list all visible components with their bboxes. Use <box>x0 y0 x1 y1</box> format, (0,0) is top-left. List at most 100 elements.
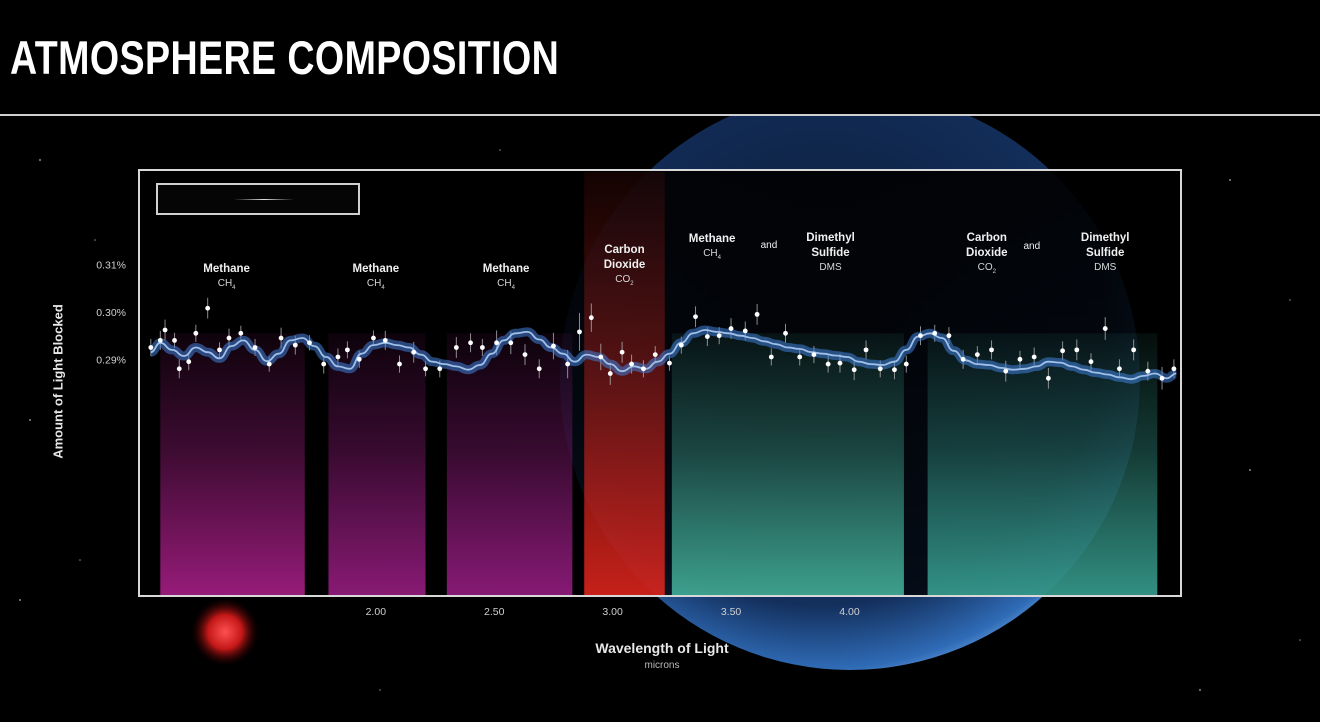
data-point-69 <box>1017 356 1023 362</box>
annotation-5: and <box>761 240 778 251</box>
data-point-79 <box>1159 375 1165 381</box>
data-point-27 <box>468 340 473 346</box>
x-axis-label: Wavelength of Light <box>595 640 729 656</box>
data-point-38 <box>607 371 613 376</box>
data-point-74 <box>1088 359 1094 365</box>
data-point-21 <box>382 338 388 343</box>
data-point-34 <box>565 361 571 367</box>
molecule-bands <box>160 172 1158 595</box>
annotation-9: Dimethyl Sulfide DMS <box>1081 232 1130 273</box>
data-point-45 <box>693 314 698 320</box>
data-point-76 <box>1117 366 1122 372</box>
data-point-30 <box>508 340 514 346</box>
x-tick-4: 4.00 <box>839 606 860 618</box>
data-point-52 <box>783 330 788 336</box>
data-point-49 <box>742 328 748 334</box>
model-spectrum <box>149 325 1177 384</box>
data-point-43 <box>667 360 672 366</box>
data-point-46 <box>704 334 710 340</box>
annotation-7: Carbon Dioxide CO2 <box>966 232 1008 275</box>
data-point-41 <box>641 366 646 372</box>
data-point-7 <box>205 305 211 311</box>
data-point-62 <box>918 333 923 339</box>
data-point-59 <box>877 366 883 372</box>
data-point-42 <box>652 352 658 357</box>
band-2 <box>446 333 573 595</box>
data-point-61 <box>903 361 909 367</box>
data-point-63 <box>932 330 938 336</box>
data-point-53 <box>797 354 803 360</box>
data-point-77 <box>1131 347 1137 353</box>
x-axis-unit: microns <box>644 660 680 671</box>
data-point-58 <box>863 347 869 353</box>
x-tick-1: 2.50 <box>484 606 505 618</box>
data-point-31 <box>522 352 528 357</box>
annotation-label: Methane <box>483 263 530 275</box>
annotation-label: Dioxide <box>604 259 646 271</box>
annotation-formula: CO2 <box>978 262 997 275</box>
annotation-6: Dimethyl Sulfide DMS <box>806 232 855 273</box>
annotation-label: Methane <box>352 263 399 275</box>
data-point-3 <box>172 338 177 343</box>
data-point-19 <box>356 356 362 362</box>
data-point-22 <box>397 361 402 367</box>
data-point-4 <box>176 366 182 372</box>
data-point-55 <box>825 361 831 367</box>
annotation-2: Methane CH4 <box>483 263 530 291</box>
data-point-54 <box>811 352 817 357</box>
y-tick-0: 0.29% <box>96 354 126 366</box>
data-point-39 <box>619 349 625 355</box>
data-point-33 <box>551 343 556 349</box>
band-1 <box>328 333 426 595</box>
data-point-20 <box>371 335 376 341</box>
data-point-15 <box>307 340 312 346</box>
y-axis-label: Amount of Light Blocked <box>50 304 66 459</box>
data-point-2 <box>162 327 168 333</box>
legend-box <box>156 183 360 215</box>
model-line <box>150 329 1177 381</box>
annotation-formula: CH4 <box>703 248 721 261</box>
data-point-11 <box>252 345 258 350</box>
data-point-10 <box>238 330 244 336</box>
annotation-label: and <box>1023 241 1040 252</box>
data-point-56 <box>837 360 843 366</box>
annotation-label: and <box>761 240 778 251</box>
data-point-78 <box>1145 368 1151 374</box>
data-point-72 <box>1060 348 1065 354</box>
x-tick-2: 3.00 <box>602 606 623 618</box>
data-point-5 <box>186 359 192 365</box>
data-point-48 <box>728 326 734 331</box>
annotation-label: Dioxide <box>966 247 1008 259</box>
data-point-32 <box>536 366 542 372</box>
x-tick-0: 2.00 <box>366 606 387 618</box>
red-star <box>191 598 259 666</box>
data-point-28 <box>479 345 485 350</box>
data-point-64 <box>946 333 952 339</box>
data-point-36 <box>588 315 594 321</box>
data-point-17 <box>335 354 341 360</box>
data-point-29 <box>494 340 499 346</box>
annotation-label: Carbon <box>967 232 1007 244</box>
annotation-label: Carbon <box>604 244 644 256</box>
data-point-47 <box>716 333 722 339</box>
page-title: ATMOSPHERE COMPOSITION <box>10 31 560 84</box>
annotation-extra: DMS <box>1094 262 1117 273</box>
annotation-3: Carbon Dioxide CO2 <box>604 244 646 287</box>
data-point-18 <box>345 347 350 353</box>
annotation-0: Methane CH4 <box>203 263 250 291</box>
annotation-formula: CH4 <box>367 278 385 291</box>
annotation-4: Methane CH4 <box>689 233 736 261</box>
data-point-12 <box>266 361 272 367</box>
data-point-23 <box>411 349 417 355</box>
data-point-1 <box>157 338 163 343</box>
annotation-label: Methane <box>203 263 250 275</box>
annotation-1: Methane CH4 <box>352 263 399 291</box>
annotation-label: Sulfide <box>811 247 849 259</box>
data-point-25 <box>437 366 443 372</box>
data-point-71 <box>1045 375 1051 381</box>
data-point-40 <box>629 361 634 367</box>
annotation-formula: CO2 <box>615 274 634 287</box>
y-tick-2: 0.31% <box>96 260 126 272</box>
data-point-66 <box>974 352 980 357</box>
annotation-extra: DMS <box>819 262 842 273</box>
